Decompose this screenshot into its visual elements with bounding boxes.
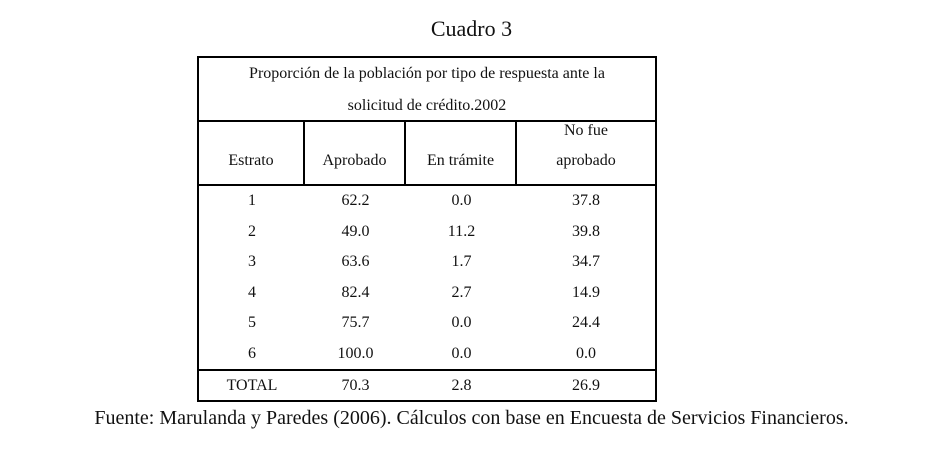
cell-no-aprobado: 34.7 <box>572 253 600 270</box>
table-caption-line-2: solicitud de crédito.2002 <box>347 97 507 114</box>
table-total-row: TOTAL 70.3 2.8 26.9 <box>199 369 655 400</box>
source-note: Fuente: Marulanda y Paredes (2006). Cálc… <box>94 407 849 429</box>
cell-no-aprobado: 0.0 <box>576 344 596 362</box>
cell-estrato: 4 <box>248 283 256 301</box>
total-no-aprobado: 26.9 <box>572 377 600 394</box>
table-row: 6 100.0 0.0 0.0 <box>199 339 655 370</box>
header-no-fue-aprobado: No fue aprobado <box>517 122 655 184</box>
cell-no-aprobado: 37.8 <box>572 192 600 209</box>
cell-en-tramite: 1.7 <box>451 253 472 270</box>
header-aprobado-label: Aprobado <box>322 152 387 169</box>
cell-aprobado: 62.2 <box>341 192 370 209</box>
cell-aprobado: 82.4 <box>341 283 370 301</box>
cell-estrato: 6 <box>248 344 256 362</box>
cell-estrato: 2 <box>248 222 256 240</box>
table-row: 2 49.0 11.2 39.8 <box>199 217 655 248</box>
cell-aprobado: 75.7 <box>341 314 370 331</box>
total-aprobado: 70.3 <box>341 377 370 394</box>
cell-en-tramite: 11.2 <box>447 222 476 240</box>
table-row: 3 63.6 1.7 34.7 <box>199 247 655 278</box>
header-estrato-label: Estrato <box>228 152 274 169</box>
header-en-tramite-label: En trámite <box>426 152 495 169</box>
table-row: 1 62.2 0.0 37.8 <box>199 186 655 217</box>
table-caption: Proporción de la población por tipo de r… <box>199 58 655 122</box>
table-caption-line-1: Proporción de la población por tipo de r… <box>249 65 605 82</box>
cell-estrato: 1 <box>248 192 256 209</box>
header-en-tramite: En trámite <box>406 122 517 184</box>
total-en-tramite: 2.8 <box>451 377 472 394</box>
cell-no-aprobado: 39.8 <box>572 222 600 240</box>
cell-aprobado: 100.0 <box>337 344 374 362</box>
table-row: 5 75.7 0.0 24.4 <box>199 308 655 339</box>
cell-aprobado: 63.6 <box>341 253 370 270</box>
table-header-row: Estrato Aprobado En trámite No fue aprob… <box>199 122 655 186</box>
header-aprobado: Aprobado <box>305 122 406 184</box>
cell-no-aprobado: 14.9 <box>572 283 600 301</box>
page-title: Cuadro 3 <box>430 16 513 41</box>
table-row: 4 82.4 2.7 14.9 <box>199 278 655 309</box>
header-no-fue-line-2: aprobado <box>556 152 616 169</box>
cell-en-tramite: 0.0 <box>451 314 472 331</box>
header-no-fue-line-1: No fue <box>564 122 608 139</box>
cell-estrato: 5 <box>248 314 256 331</box>
cell-en-tramite: 2.7 <box>451 283 472 301</box>
cell-en-tramite: 0.0 <box>451 344 472 362</box>
cell-en-tramite: 0.0 <box>451 192 472 209</box>
total-estrato: TOTAL <box>226 377 278 394</box>
cell-estrato: 3 <box>248 253 256 270</box>
data-table: Proporción de la población por tipo de r… <box>197 56 657 402</box>
header-estrato: Estrato <box>199 122 305 184</box>
cell-aprobado: 49.0 <box>341 222 370 240</box>
cell-no-aprobado: 24.4 <box>572 314 600 331</box>
